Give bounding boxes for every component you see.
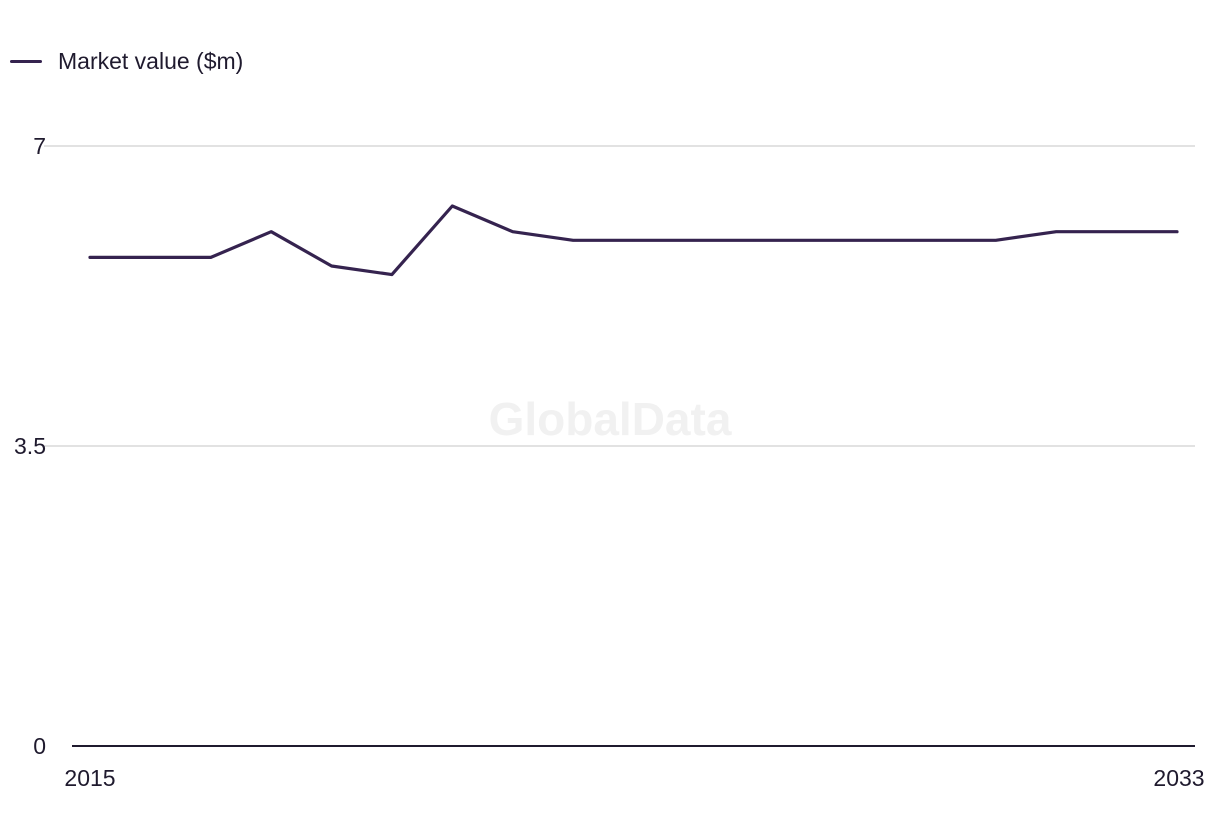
data-point (209, 256, 212, 259)
data-point (813, 239, 816, 242)
y-tick-label: 3.5 (14, 433, 46, 459)
data-point (934, 239, 937, 242)
data-point (753, 239, 756, 242)
data-point (692, 239, 696, 242)
x-tick-label: 2033 (1153, 765, 1204, 791)
legend-label: Market value ($m) (58, 47, 244, 74)
series-lines (88, 204, 1179, 277)
watermark: GlobalData (489, 393, 732, 445)
data-point (149, 256, 152, 259)
data-point (330, 264, 333, 268)
data-point (1055, 230, 1058, 233)
data-point (390, 273, 394, 276)
data-point (1115, 230, 1118, 233)
legend: Market value ($m) (10, 46, 243, 76)
tick-labels: 0 3.5 7 2015 2033 (14, 133, 1205, 791)
data-point (451, 204, 454, 208)
legend-swatch (10, 59, 42, 63)
data-point (571, 239, 575, 242)
data-point (1175, 230, 1179, 233)
data-point (873, 239, 877, 242)
y-tick-label: 0 (33, 733, 46, 759)
data-point (632, 239, 635, 242)
y-tick-label: 7 (33, 133, 46, 159)
x-tick-label: 2015 (64, 765, 115, 791)
grid-lines (44, 145, 1195, 447)
data-point (994, 239, 998, 242)
data-point (511, 230, 514, 233)
data-point (88, 256, 92, 259)
data-point (269, 230, 273, 233)
